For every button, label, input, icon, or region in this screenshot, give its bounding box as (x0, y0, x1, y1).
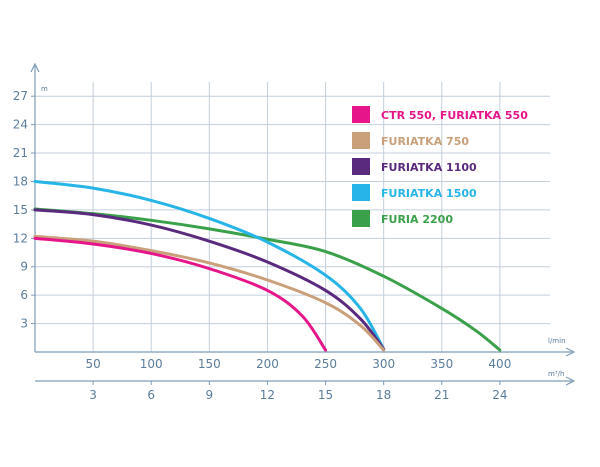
series-line-5 (33, 207, 502, 352)
series-line-3 (33, 208, 386, 351)
series-line-2 (33, 234, 386, 352)
x-unit-label-secondary: m³/h (548, 370, 564, 378)
x-tick-label-primary: 300 (372, 357, 395, 371)
x-tick-label-secondary: 12 (260, 388, 275, 402)
axes: 3 6 9 12 15 18 21 24 27 50 100 150 200 250 300 350 400 m l… (13, 62, 576, 402)
legend-label-2: FURIATKA 750 (381, 135, 469, 148)
series-line-1 (33, 236, 328, 352)
legend-label-1: CTR 550, FURIATKA 550 (381, 109, 528, 122)
legend-swatch-3 (352, 158, 370, 175)
legend: CTR 550, FURIATKA 550 FURIATKA 750 FURIATK… (352, 106, 528, 227)
legend-label-3: FURIATKA 1100 (381, 161, 477, 174)
y-tick-label: 21 (13, 146, 28, 160)
x-tick-label-primary: 50 (85, 357, 100, 371)
y-tick-label: 3 (20, 317, 28, 331)
x-tick-label-primary: 150 (198, 357, 221, 371)
y-tick-label: 15 (13, 203, 28, 217)
x-tick-label-primary: 400 (488, 357, 511, 371)
x-tick-label-secondary: 24 (492, 388, 507, 402)
x-axis-arrow (565, 347, 576, 357)
x-tick-label-primary: 200 (256, 357, 279, 371)
y-unit-label: m (41, 85, 48, 93)
legend-swatch-2 (352, 132, 370, 149)
x-tick-label-primary: 250 (314, 357, 337, 371)
x-tick-label-secondary: 21 (434, 388, 449, 402)
y-tick-label: 12 (13, 231, 28, 245)
y-tick-label: 6 (20, 288, 28, 302)
y-tick-label: 18 (13, 174, 28, 188)
y-axis-arrow (30, 62, 40, 73)
x-tick-label-secondary: 6 (147, 388, 155, 402)
y-tick-label: 27 (13, 89, 28, 103)
x-axis-secondary-arrow (565, 376, 576, 386)
legend-swatch-4 (352, 184, 370, 201)
legend-label-5: FURIA 2200 (381, 213, 453, 226)
grid (35, 82, 550, 352)
x-tick-label-secondary: 15 (318, 388, 333, 402)
legend-label-4: FURIATKA 1500 (381, 187, 477, 200)
series-curves (33, 179, 502, 352)
x-tick-label-secondary: 3 (89, 388, 97, 402)
y-tick-label: 9 (20, 260, 28, 274)
x-tick-label-secondary: 18 (376, 388, 391, 402)
legend-swatch-1 (352, 106, 370, 123)
x-tick-label-primary: 100 (140, 357, 163, 371)
x-unit-label-primary: l/min (548, 337, 566, 345)
x-tick-label-secondary: 9 (206, 388, 214, 402)
x-tick-label-primary: 350 (430, 357, 453, 371)
y-tick-label: 24 (13, 118, 28, 132)
series-line-4 (33, 179, 386, 351)
legend-swatch-5 (352, 210, 370, 227)
